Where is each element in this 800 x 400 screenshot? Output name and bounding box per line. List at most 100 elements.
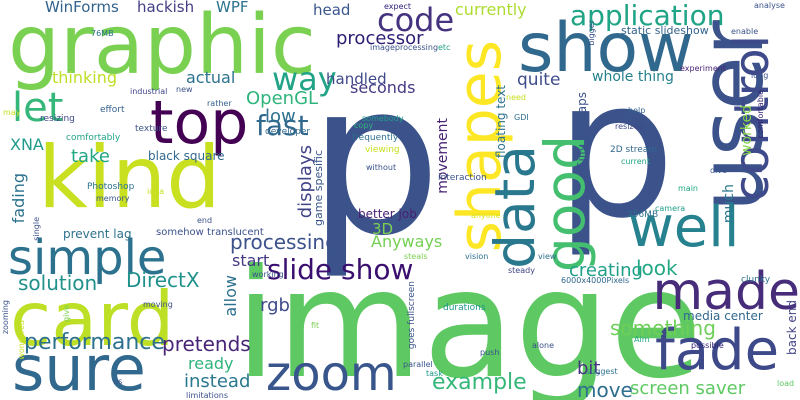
word-working: working (252, 270, 284, 279)
word-anyways: Anyways (371, 232, 443, 251)
word-fading: fading (9, 173, 28, 224)
word-made: made (652, 262, 800, 322)
word-currently: currently (455, 0, 527, 19)
word-etc: etc (438, 43, 451, 52)
word-image: image (235, 238, 703, 400)
word-example: example (432, 370, 527, 395)
word-move: move (577, 378, 633, 400)
word-way: way (272, 60, 337, 98)
word-winforms: WinForms (45, 0, 119, 16)
word-dive: dive (710, 166, 727, 175)
word-interaction: interaction (438, 173, 487, 183)
word-current: current (621, 157, 650, 166)
word-end: end (197, 216, 213, 225)
word-main: main (678, 184, 698, 193)
word-imageprocessing: imageprocessing (370, 43, 439, 52)
word-black-square: black square (148, 149, 225, 163)
word-copy: copy (354, 121, 374, 130)
word-handled: handled (326, 70, 387, 88)
word-fade: fade (655, 318, 780, 383)
word-actual: actual (186, 68, 236, 87)
word-sure: sure (12, 332, 146, 400)
word-prevent-lag: prevent lag (63, 227, 132, 241)
word-graphic: graphic (8, 0, 316, 93)
word-bit: bit (577, 358, 601, 379)
word-idea: idea (147, 187, 165, 196)
word-photoshop: Photoshop (87, 182, 135, 192)
word-start: start (232, 251, 270, 270)
word-6000x4000pixels: 6000x4000Pixels (561, 276, 630, 285)
word-head: head (313, 1, 351, 19)
word-performance: performance (24, 330, 165, 355)
word-worked: worked (739, 105, 755, 156)
word-without: without (366, 163, 397, 172)
word-experiment: experiment (680, 64, 726, 73)
word-enable: enable (731, 27, 759, 36)
word-top: top (150, 88, 249, 158)
word-take: take (71, 146, 110, 167)
word-instead: instead (184, 371, 251, 392)
word-somebody: somebody (362, 114, 404, 123)
word-card: card (10, 275, 175, 363)
word-solution: solution (18, 271, 98, 295)
word-resizing: resizing (40, 114, 75, 124)
word-limitations: limitations (186, 391, 228, 400)
word-wondered: wondered (17, 320, 26, 360)
word-alone: alone (532, 341, 555, 350)
word-zoom: zoom (266, 346, 397, 400)
word-analyse: analyse (754, 1, 785, 10)
word-developer: developer (265, 127, 311, 137)
word-2d-stream: 2D stream (610, 145, 658, 155)
word-code: code (377, 1, 455, 39)
word-xna: XNA (10, 135, 44, 154)
word-texture: texture (135, 124, 168, 134)
word-single: single (32, 217, 41, 241)
word-fast: fast (256, 109, 309, 142)
word-steady: steady (508, 266, 535, 275)
word-rgb: rgb (260, 295, 290, 316)
word-vision: vision (465, 252, 489, 261)
word-p-right: p (555, 39, 676, 260)
word-hackish: hackish (137, 0, 195, 16)
word-steals: steals (404, 252, 428, 261)
word-look: look (636, 256, 678, 280)
word-76mb: 76MB (91, 29, 114, 38)
word-slide-show: slide show (267, 253, 414, 286)
word-low: low (265, 106, 296, 127)
word-media-center: media center (683, 309, 763, 323)
word-screen-saver: screen saver (630, 378, 746, 399)
word-show: show (518, 9, 694, 88)
word-comfortable: comfortable (756, 90, 765, 139)
word-may: may (3, 108, 21, 117)
word-viewing: viewing (365, 145, 400, 155)
word-static-slideshow: static slideshow (621, 24, 709, 37)
word-thinking: thinking (52, 68, 118, 87)
word-256mb: 256MB (627, 210, 659, 220)
word-us: us (113, 377, 123, 386)
word-allow: allow (221, 275, 240, 317)
word-moving: moving (143, 300, 173, 309)
word-directx: DirectX (126, 268, 200, 292)
word-application: application (570, 0, 725, 32)
word-load: load (777, 379, 795, 388)
word-effort: effort (100, 105, 125, 115)
word-well: well (628, 195, 740, 260)
word-clunky: clunky (741, 275, 771, 285)
word-somehow-translucent: somehow translucent (156, 227, 264, 238)
word-anyone: anyone (471, 211, 501, 220)
word-3d: 3D (372, 220, 394, 238)
word-task: task (426, 369, 443, 378)
word-creating: creating (569, 260, 643, 281)
word-suggest: suggest (586, 367, 618, 376)
word-something: something (610, 316, 716, 340)
word-give: give (62, 305, 71, 322)
word-simple: simple (8, 230, 167, 286)
word-better-job: better job (358, 207, 417, 221)
word-processing: processing (230, 230, 338, 254)
word-seconds: seconds (350, 78, 416, 97)
word-back-end: back end (785, 300, 799, 355)
word-comfortably: comfortably (66, 133, 121, 143)
word-opengl: OpenGL (246, 88, 319, 109)
word-game-spesific: game spesific (312, 150, 325, 226)
